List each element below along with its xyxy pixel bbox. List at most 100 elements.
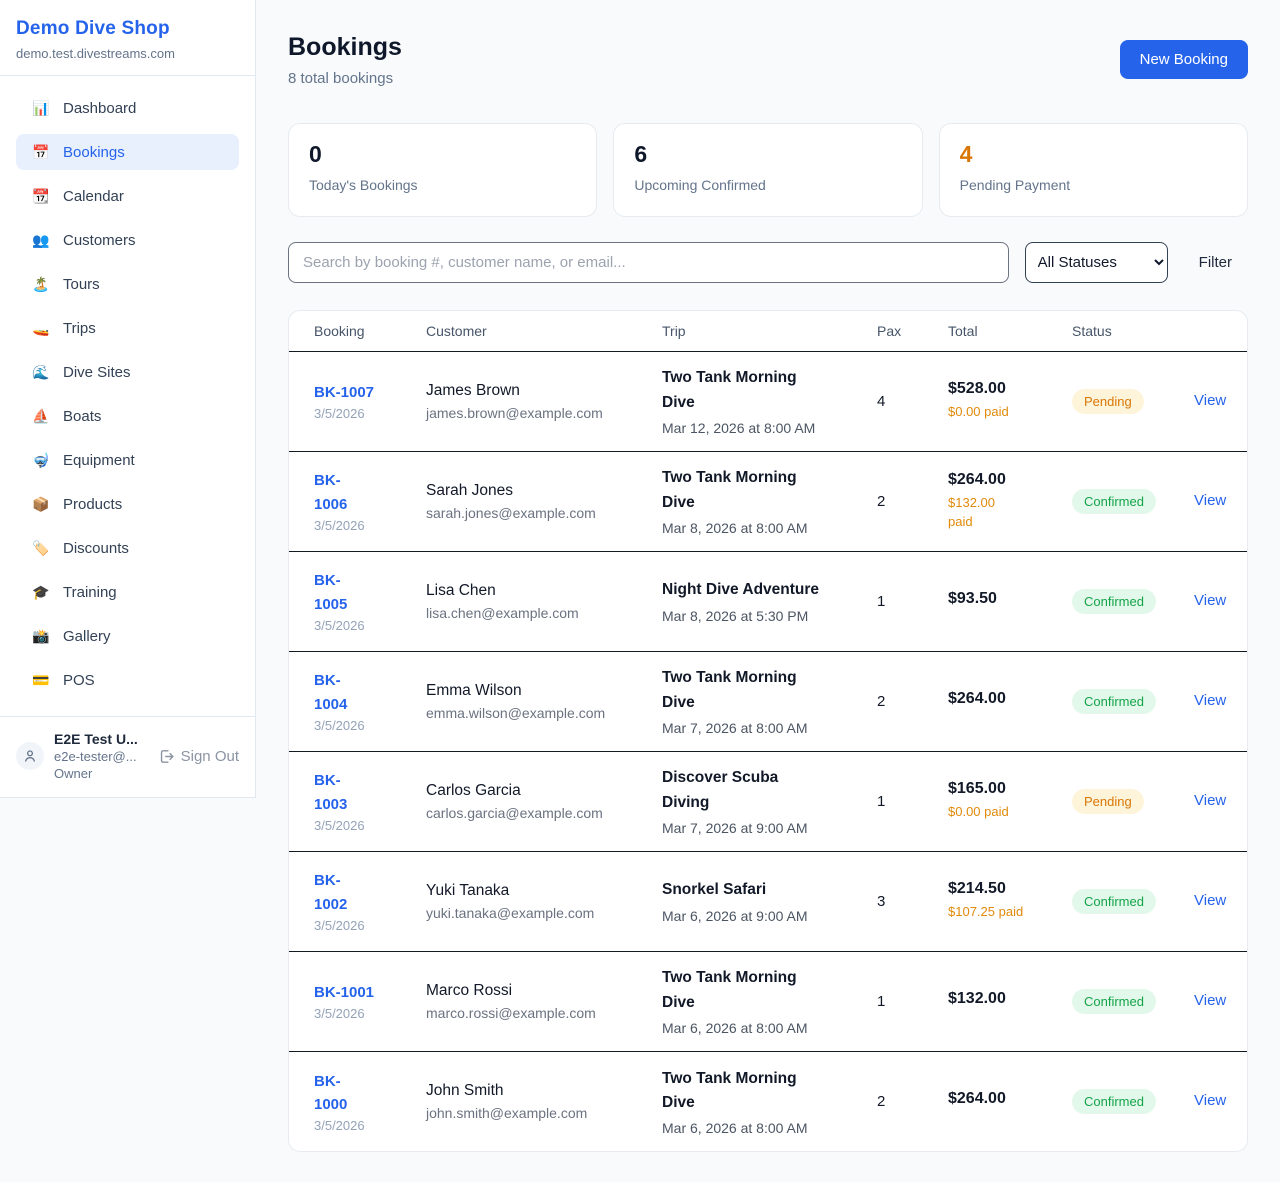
- sidebar-item-dashboard[interactable]: 📊 Dashboard: [16, 90, 239, 126]
- booking-date: 3/5/2026: [314, 406, 365, 422]
- total-amount: $264.00: [948, 1090, 1006, 1108]
- sidebar-item-discounts[interactable]: 🏷️ Discounts: [16, 530, 239, 566]
- booking-link[interactable]: BK-1001: [314, 983, 375, 1001]
- booking-date: 3/5/2026: [314, 717, 365, 733]
- booking-date: 3/5/2026: [314, 1118, 365, 1133]
- stats-cards: 0 Today's Bookings 6 Upcoming Confirmed …: [288, 123, 1248, 217]
- view-link[interactable]: View: [1194, 792, 1227, 809]
- table-row: BK-1007 3/5/2026 James Brown james.brown…: [289, 351, 1247, 451]
- sidebar-item-calendar[interactable]: 📆 Calendar: [16, 178, 239, 214]
- pax-count: 2: [877, 692, 886, 710]
- paid-amount: $132.00 paid: [948, 494, 995, 530]
- sidebar-item-gallery[interactable]: 📸 Gallery: [16, 618, 239, 654]
- booking-link[interactable]: BK- 1005: [314, 572, 348, 613]
- table-row: BK- 1005 3/5/2026 Lisa Chen lisa.chen@ex…: [289, 551, 1247, 651]
- status-badge: Confirmed: [1072, 1088, 1156, 1114]
- column-header-booking: Booking: [314, 323, 365, 340]
- tag-icon: 🏷️: [32, 539, 50, 556]
- table-header-row: Booking Customer Trip Pax Total Status: [289, 311, 1247, 351]
- stat-card-pending-payment: 4 Pending Payment: [938, 123, 1248, 217]
- view-link[interactable]: View: [1194, 892, 1227, 909]
- trip-name: Discover Scuba Diving: [662, 769, 779, 811]
- trip-date: Mar 6, 2026 at 8:00 AM: [662, 1019, 808, 1036]
- customer-email: john.smith@example.com: [426, 1104, 588, 1121]
- filter-button[interactable]: Filter: [1198, 254, 1232, 271]
- sidebar-item-equipment[interactable]: 🤿 Equipment: [16, 442, 239, 478]
- camera-icon: 📸: [32, 627, 50, 644]
- trip-name: Two Tank Morning Dive: [662, 1069, 797, 1111]
- customer-name: Marco Rossi: [426, 981, 513, 999]
- customer-email: lisa.chen@example.com: [426, 604, 579, 621]
- sidebar-item-dive-sites[interactable]: 🌊 Dive Sites: [16, 354, 239, 390]
- stat-card-todays-bookings: 0 Today's Bookings: [288, 123, 598, 217]
- total-amount: $528.00: [948, 380, 1006, 398]
- view-link[interactable]: View: [1194, 392, 1227, 409]
- sidebar-item-customers[interactable]: 👥 Customers: [16, 222, 239, 258]
- sidebar-item-label: Tours: [63, 275, 100, 293]
- sign-out-button[interactable]: Sign Out: [158, 748, 239, 765]
- sidebar-item-pos[interactable]: 💳 POS: [16, 662, 239, 698]
- column-header-trip: Trip: [662, 323, 686, 340]
- trip-name: Two Tank Morning Dive: [662, 469, 797, 511]
- sidebar-item-label: Gallery: [63, 627, 111, 645]
- column-header-pax: Pax: [877, 323, 902, 340]
- status-badge: Pending: [1072, 788, 1144, 814]
- total-amount: $165.00: [948, 780, 1006, 798]
- sidebar-item-trips[interactable]: 🚤 Trips: [16, 310, 239, 346]
- column-header-actions: [1169, 311, 1247, 351]
- booking-link[interactable]: BK-1007: [314, 383, 375, 401]
- booking-date: 3/5/2026: [314, 617, 365, 633]
- diving-mask-icon: 🤿: [32, 451, 50, 468]
- stat-value: 0: [309, 141, 322, 167]
- wave-icon: 🌊: [32, 363, 50, 380]
- customer-name: Lisa Chen: [426, 581, 496, 599]
- sidebar-item-tours[interactable]: 🏝️ Tours: [16, 266, 239, 302]
- pax-count: 2: [877, 492, 886, 510]
- booking-link[interactable]: BK- 1004: [314, 672, 348, 713]
- booking-link[interactable]: BK- 1006: [314, 472, 348, 513]
- new-booking-button[interactable]: New Booking: [1119, 40, 1248, 79]
- total-amount: $214.50: [948, 880, 1006, 898]
- customer-name: James Brown: [426, 381, 520, 399]
- view-link[interactable]: View: [1194, 1092, 1227, 1110]
- customer-name: Emma Wilson: [426, 681, 522, 699]
- speedboat-icon: 🚤: [32, 319, 50, 336]
- package-icon: 📦: [32, 495, 50, 512]
- total-amount: $264.00: [948, 690, 1006, 707]
- stat-label: Pending Payment: [959, 177, 1071, 193]
- trip-date: Mar 7, 2026 at 9:00 AM: [662, 819, 808, 836]
- paid-amount: $0.00 paid: [948, 404, 1009, 420]
- pax-count: 4: [877, 392, 886, 410]
- people-icon: 👥: [32, 231, 50, 248]
- view-link[interactable]: View: [1194, 692, 1227, 709]
- sidebar-item-label: Boats: [63, 407, 102, 425]
- view-link[interactable]: View: [1194, 492, 1227, 509]
- credit-card-icon: 💳: [32, 671, 50, 688]
- customer-email: marco.rossi@example.com: [426, 1004, 596, 1021]
- calendar-icon: 📅: [32, 143, 50, 160]
- sidebar-item-bookings[interactable]: 📅 Bookings: [16, 134, 239, 170]
- paid-amount: $107.25 paid: [948, 904, 1024, 920]
- main-content: Bookings 8 total bookings New Booking 0 …: [256, 0, 1280, 1182]
- sidebar-item-label: Customers: [63, 231, 136, 249]
- search-input[interactable]: [288, 242, 1009, 283]
- status-badge: Confirmed: [1072, 988, 1156, 1014]
- booking-date: 3/5/2026: [314, 817, 365, 833]
- booking-link[interactable]: BK- 1003: [314, 772, 348, 813]
- sidebar-item-products[interactable]: 📦 Products: [16, 486, 239, 522]
- sidebar-item-boats[interactable]: ⛵ Boats: [16, 398, 239, 434]
- stat-label: Today's Bookings: [309, 177, 418, 193]
- trip-name: Night Dive Adventure: [662, 581, 820, 599]
- table-row: BK- 1000 3/5/2026 John Smith john.smith@…: [289, 1051, 1247, 1151]
- booking-link[interactable]: BK- 1000: [314, 1072, 348, 1113]
- view-link[interactable]: View: [1194, 992, 1227, 1009]
- page-title: Bookings: [288, 33, 402, 61]
- bar-chart-icon: 📊: [32, 99, 50, 116]
- graduation-cap-icon: 🎓: [32, 583, 50, 600]
- view-link[interactable]: View: [1194, 592, 1227, 609]
- paid-amount: $0.00 paid: [948, 804, 1009, 820]
- sidebar-header: Demo Dive Shop demo.test.divestreams.com: [0, 0, 255, 76]
- booking-link[interactable]: BK- 1002: [314, 872, 348, 913]
- sidebar-item-training[interactable]: 🎓 Training: [16, 574, 239, 610]
- status-filter-select[interactable]: All Statuses: [1024, 242, 1168, 283]
